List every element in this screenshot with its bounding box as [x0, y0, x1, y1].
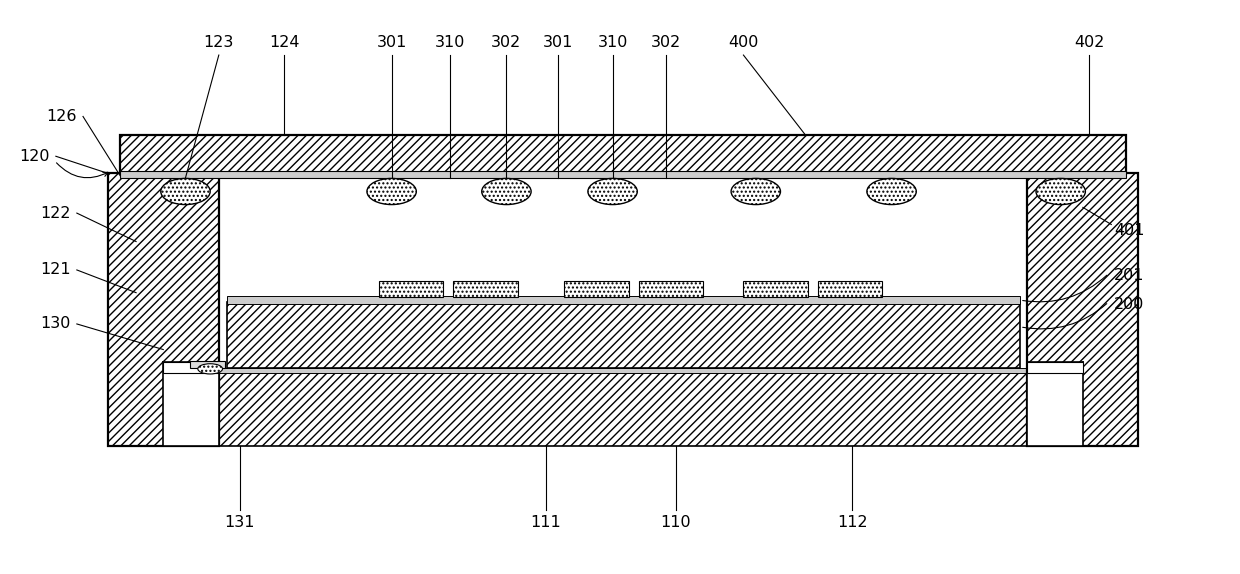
Bar [191, 361, 224, 368]
Bar [1028, 362, 1083, 374]
Text: 401: 401 [1114, 223, 1145, 238]
Ellipse shape [867, 179, 916, 204]
Text: 131: 131 [224, 515, 255, 530]
Bar [744, 281, 807, 297]
Bar [227, 296, 1021, 304]
Text: 111: 111 [531, 515, 562, 530]
Text: 123: 123 [203, 35, 234, 50]
Text: 302: 302 [491, 35, 522, 50]
Text: 402: 402 [1074, 35, 1105, 50]
Text: 200: 200 [1114, 297, 1145, 312]
Text: 400: 400 [728, 35, 759, 50]
Bar [564, 281, 629, 297]
Bar [379, 281, 444, 297]
Bar [120, 135, 1126, 173]
Text: 310: 310 [598, 35, 627, 50]
Bar [817, 281, 882, 297]
Bar [454, 281, 517, 297]
Text: 302: 302 [651, 35, 681, 50]
Text: 110: 110 [660, 515, 691, 530]
Bar [164, 362, 218, 374]
Text: 122: 122 [40, 205, 71, 220]
Ellipse shape [732, 179, 780, 204]
Text: 112: 112 [837, 515, 868, 530]
Text: 124: 124 [269, 35, 300, 50]
Ellipse shape [161, 179, 210, 204]
Bar [164, 362, 218, 446]
Text: 310: 310 [434, 35, 465, 50]
Bar [1028, 173, 1138, 446]
FancyArrowPatch shape [57, 163, 108, 178]
Bar [108, 173, 218, 446]
Text: 301: 301 [543, 35, 573, 50]
Text: 301: 301 [377, 35, 407, 50]
Ellipse shape [482, 179, 531, 204]
Ellipse shape [367, 179, 417, 204]
Bar [207, 373, 1039, 446]
Ellipse shape [198, 364, 222, 374]
Bar [207, 368, 1039, 374]
Ellipse shape [1035, 179, 1085, 204]
Bar [1028, 362, 1083, 446]
Text: 120: 120 [19, 149, 50, 164]
Text: 201: 201 [1114, 268, 1145, 283]
Bar [120, 171, 1126, 178]
Bar [639, 281, 703, 297]
Text: 126: 126 [46, 109, 77, 124]
Bar [227, 302, 1021, 368]
Text: 130: 130 [40, 316, 71, 331]
Text: 121: 121 [40, 262, 71, 277]
Ellipse shape [588, 179, 637, 204]
